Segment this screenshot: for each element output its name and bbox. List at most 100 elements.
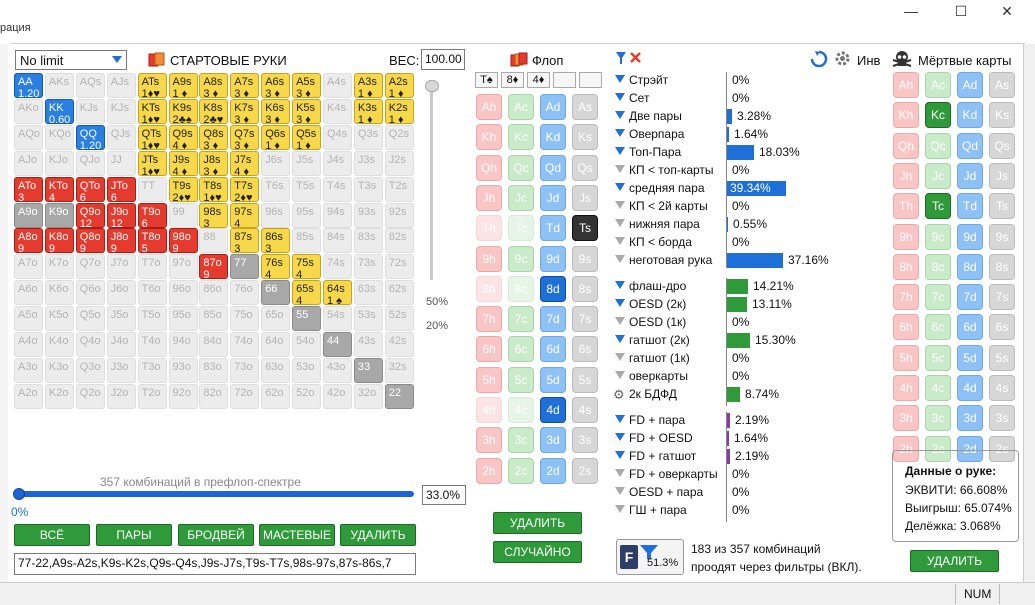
hand-cell-72s[interactable]: 72s xyxy=(384,254,414,280)
filter-icon[interactable] xyxy=(615,281,625,289)
filter-clear-icon[interactable] xyxy=(615,50,645,66)
filter-icon[interactable] xyxy=(615,433,625,441)
flop-card-4[interactable] xyxy=(553,72,576,88)
hand-cell-J8s[interactable]: J8s 3 ♦ xyxy=(199,150,229,176)
hand-cell-K2s[interactable]: K2s 1 ♦ xyxy=(384,98,414,124)
filter-icon[interactable] xyxy=(615,335,625,343)
hand-cell-44[interactable]: 44 xyxy=(323,332,352,357)
hand-cell-A7s[interactable]: A7s 3 ♦ xyxy=(230,73,260,98)
card-7d[interactable]: 7d xyxy=(540,306,566,333)
hand-cell-A8o[interactable]: A8o 9 xyxy=(14,228,43,254)
hand-cell-72o[interactable]: 72o xyxy=(230,383,260,409)
hand-cell-43o[interactable]: 43o xyxy=(323,357,352,383)
hand-cell-T4s[interactable]: T4s xyxy=(323,176,352,202)
hand-cell-86o[interactable]: 86o xyxy=(199,280,229,306)
flop-card-5[interactable] xyxy=(579,72,602,88)
card-Ks[interactable]: Ks xyxy=(572,124,598,151)
filter-toggle-button[interactable]: F 51.3% xyxy=(616,539,684,575)
card-7h[interactable]: 7h xyxy=(476,306,502,333)
card-As[interactable]: As xyxy=(572,94,598,120)
card-Ks[interactable]: Ks xyxy=(989,102,1015,129)
hand-cell-T6s[interactable]: T6s xyxy=(261,176,291,202)
hand-cell-K9o[interactable]: K9o xyxy=(44,202,74,228)
hand-cell-42s[interactable]: 42s xyxy=(384,332,414,357)
hand-cell-J8o[interactable]: J8o 9 xyxy=(106,228,136,254)
filter-icon[interactable] xyxy=(615,129,625,137)
card-7c[interactable]: 7c xyxy=(925,284,951,311)
hand-cell-Q4s[interactable]: Q4s xyxy=(323,124,352,150)
flop-card-2[interactable]: 8♦ xyxy=(501,72,524,88)
hand-cell-65o[interactable]: 65o xyxy=(261,306,291,332)
range-button-2[interactable]: БРОДВЕЙ xyxy=(178,524,254,546)
maximize-button[interactable]: ☐ xyxy=(954,2,968,19)
hand-cell-75o[interactable]: 75o xyxy=(230,306,260,332)
hand-cell-A3o[interactable]: A3o xyxy=(14,357,43,383)
hand-cell-64o[interactable]: 64o xyxy=(261,332,291,357)
hand-cell-43s[interactable]: 43s xyxy=(353,332,383,357)
hand-cell-T6o[interactable]: T6o xyxy=(137,280,167,306)
card-Kc[interactable]: Kc xyxy=(925,102,951,129)
card-Ts[interactable]: Ts xyxy=(989,193,1015,220)
hand-cell-J9s[interactable]: J9s 4 ♦ xyxy=(168,150,198,176)
hand-cell-J5o[interactable]: J5o xyxy=(106,306,136,332)
hand-cell-82o[interactable]: 82o xyxy=(199,383,229,409)
card-Td[interactable]: Td xyxy=(540,215,566,242)
hand-cell-98s[interactable]: 98s 3 xyxy=(199,202,229,228)
card-As[interactable]: As xyxy=(989,72,1015,98)
hand-cell-88[interactable]: 88 xyxy=(199,228,229,254)
hand-cell-AA[interactable]: AA 1.20 xyxy=(14,73,43,98)
hand-cell-K7o[interactable]: K7o xyxy=(44,254,74,280)
hand-cell-Q5s[interactable]: Q5s 1 ♦ xyxy=(292,124,322,150)
hand-cell-A5o[interactable]: A5o xyxy=(14,306,43,332)
hand-cell-92s[interactable]: 92s xyxy=(384,202,414,228)
hand-cell-77[interactable]: 77 xyxy=(230,254,260,280)
hand-cell-94s[interactable]: 94s xyxy=(323,202,352,228)
hand-cell-AKo[interactable]: AKo xyxy=(14,98,43,124)
hand-cell-97s[interactable]: 97s 4 xyxy=(230,202,260,228)
card-9s[interactable]: 9s xyxy=(989,223,1015,250)
card-8s[interactable]: 8s xyxy=(572,275,598,302)
card-8h[interactable]: 8h xyxy=(476,275,502,302)
filter-icon[interactable] xyxy=(615,201,625,209)
hand-cell-Q2o[interactable]: Q2o xyxy=(75,383,105,409)
hand-cell-J2s[interactable]: J2s xyxy=(384,150,414,176)
hand-cell-K4s[interactable]: K4s xyxy=(323,98,352,124)
hand-cell-54o[interactable]: 54o xyxy=(292,332,322,357)
card-7s[interactable]: 7s xyxy=(572,306,598,333)
hand-cell-T4o[interactable]: T4o xyxy=(137,332,167,357)
card-6c[interactable]: 6c xyxy=(925,314,951,341)
hand-cell-KQo[interactable]: KQo xyxy=(44,124,74,150)
range-percent-input[interactable]: 33.0% xyxy=(422,485,466,505)
hand-cell-A9o[interactable]: A9o xyxy=(14,202,43,228)
card-Jd[interactable]: Jd xyxy=(540,184,566,211)
hand-cell-Q2s[interactable]: Q2s xyxy=(384,124,414,150)
card-Kh[interactable]: Kh xyxy=(893,102,919,129)
card-6c[interactable]: 6c xyxy=(508,336,534,363)
close-button[interactable]: ✕ xyxy=(1001,2,1013,19)
card-9d[interactable]: 9d xyxy=(540,245,566,272)
filter-icon[interactable] xyxy=(615,183,625,191)
hand-cell-A6o[interactable]: A6o xyxy=(14,280,43,306)
card-6d[interactable]: 6d xyxy=(540,336,566,363)
range-slider-knob[interactable] xyxy=(13,488,25,500)
hand-cell-J3o[interactable]: J3o xyxy=(106,357,136,383)
card-Ad[interactable]: Ad xyxy=(957,72,983,98)
hand-cell-K7s[interactable]: K7s 3 ♦ xyxy=(230,98,260,124)
card-4h[interactable]: 4h xyxy=(476,397,502,423)
hand-cell-63s[interactable]: 63s xyxy=(353,280,383,306)
hand-cell-74o[interactable]: 74o xyxy=(230,332,260,357)
hand-cell-42o[interactable]: 42o xyxy=(323,383,352,409)
range-button-0[interactable]: ВСЁ xyxy=(14,524,90,546)
hand-cell-A2o[interactable]: A2o xyxy=(14,383,43,409)
hand-cell-J5s[interactable]: J5s xyxy=(292,150,322,176)
hand-cell-A6s[interactable]: A6s 3 ♦ xyxy=(261,73,291,98)
hand-cell-93s[interactable]: 93s xyxy=(353,202,383,228)
hand-cell-82s[interactable]: 82s xyxy=(384,228,414,254)
hand-cell-Q4o[interactable]: Q4o xyxy=(75,332,105,357)
hand-cell-85o[interactable]: 85o xyxy=(199,306,229,332)
card-5c[interactable]: 5c xyxy=(925,344,951,371)
card-Qc[interactable]: Qc xyxy=(925,132,951,159)
hand-cell-A4o[interactable]: A4o xyxy=(14,332,43,357)
card-5h[interactable]: 5h xyxy=(893,344,919,371)
hand-cell-QJs[interactable]: QJs xyxy=(106,124,136,150)
